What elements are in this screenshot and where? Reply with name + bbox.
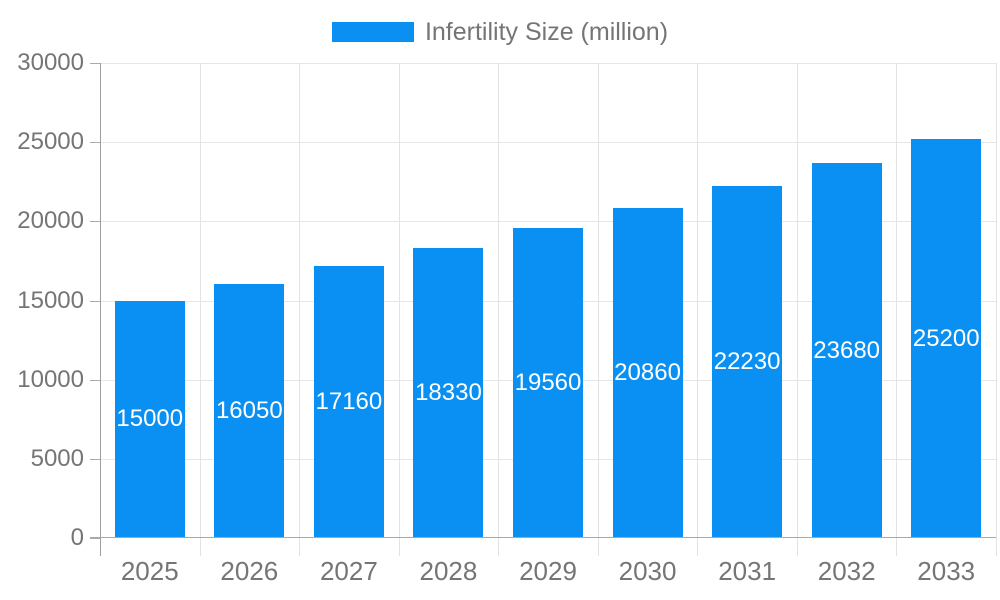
y-axis-line [100,63,101,556]
y-tick-mark [90,63,100,64]
v-gridline [996,63,997,556]
bar-2029[interactable] [513,228,583,538]
bar-2031[interactable] [712,186,783,538]
bar-value-label: 20860 [614,358,681,386]
x-tick-label: 2029 [519,556,577,586]
x-tick-label: 2026 [220,556,279,586]
y-tick-mark [90,221,100,223]
v-gridline [896,63,898,556]
legend-swatch-icon [331,22,414,42]
bar-value-label: 15000 [116,405,184,433]
x-tick-label: 2033 [917,556,976,586]
bar-value-label: 16050 [215,396,283,424]
y-tick-label: 0 [70,524,84,551]
v-gridline [398,63,400,556]
y-tick-mark [90,300,100,302]
legend-label: Infertility Size (million) [424,17,669,46]
bar-value-label: 17160 [315,388,383,416]
h-gridline [100,221,996,223]
y-tick-mark [90,142,100,144]
v-gridline [299,63,301,556]
x-tick-label: 2025 [120,556,179,586]
y-tick-label: 20000 [17,207,84,235]
x-axis-line [90,537,996,538]
y-tick-mark [90,458,100,460]
y-tick-mark [90,379,100,381]
v-gridline [498,63,500,556]
y-tick-label: 25000 [17,128,84,156]
v-gridline [796,63,798,556]
y-tick-mark [90,538,100,539]
legend[interactable]: Infertility Size (million) [0,17,1000,47]
y-tick-label: 10000 [17,365,84,393]
y-tick-label: 15000 [17,286,84,314]
bar-2025[interactable] [114,300,185,538]
y-tick-label: 30000 [17,49,84,76]
x-tick-label: 2031 [718,556,777,586]
x-axis: 2025 2026 2027 2028 2029 2030 2031 2032 2033 [100,553,996,589]
bar-2027[interactable] [313,266,384,538]
bar-2032[interactable] [811,163,882,538]
bar-value-label: 18330 [415,378,482,406]
h-gridline [100,63,996,64]
y-axis: 0 5000 10000 15000 20000 25000 30000 [0,49,84,551]
y-tick-label: 5000 [30,444,84,472]
x-tick-label: 2030 [618,556,677,586]
plot-area: 15000 16050 17160 18330 19560 20860 22230 23680… [90,63,997,556]
bar-2033[interactable] [911,139,982,538]
x-tick-label: 2032 [817,556,876,586]
h-gridline [100,142,996,144]
bar-2028[interactable] [413,247,484,538]
x-tick-label: 2027 [319,556,378,586]
bar-value-label: 23680 [813,336,881,364]
v-gridline [597,63,599,556]
bar-2026[interactable] [214,283,285,538]
bar-value-label: 25200 [912,324,980,352]
bar-value-label: 19560 [514,369,582,397]
bar-2030[interactable] [612,207,683,538]
v-gridline [199,63,201,556]
bar-value-label: 22230 [713,348,781,375]
v-gridline [697,63,699,556]
x-tick-label: 2028 [419,556,478,586]
